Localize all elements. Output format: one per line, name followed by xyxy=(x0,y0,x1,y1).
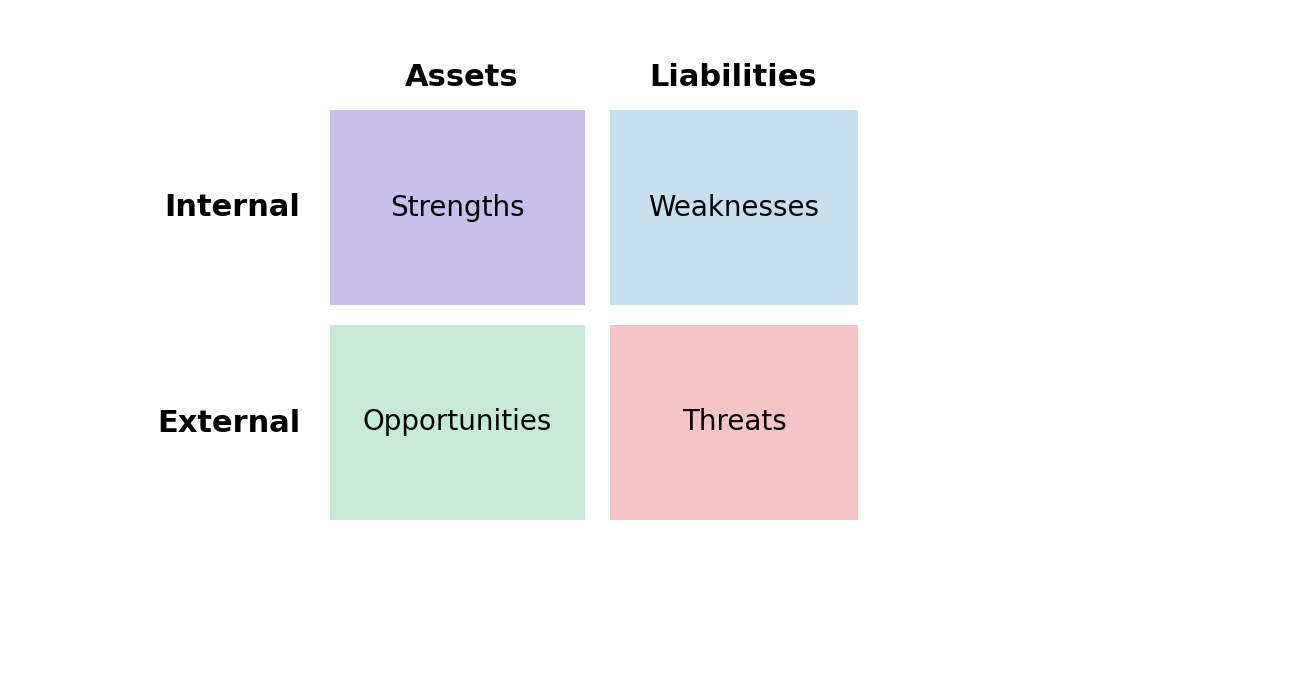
Text: Threats: Threats xyxy=(682,408,786,436)
Text: Opportunities: Opportunities xyxy=(363,408,552,436)
Bar xyxy=(330,110,585,305)
Bar xyxy=(610,110,857,305)
Text: Weaknesses: Weaknesses xyxy=(648,194,820,222)
Bar xyxy=(610,325,857,520)
Text: Liabilities: Liabilities xyxy=(649,63,817,93)
Bar xyxy=(330,325,585,520)
Text: Internal: Internal xyxy=(164,192,301,222)
Text: External: External xyxy=(156,408,301,438)
Text: Assets: Assets xyxy=(405,63,519,93)
Text: Strengths: Strengths xyxy=(390,194,524,222)
